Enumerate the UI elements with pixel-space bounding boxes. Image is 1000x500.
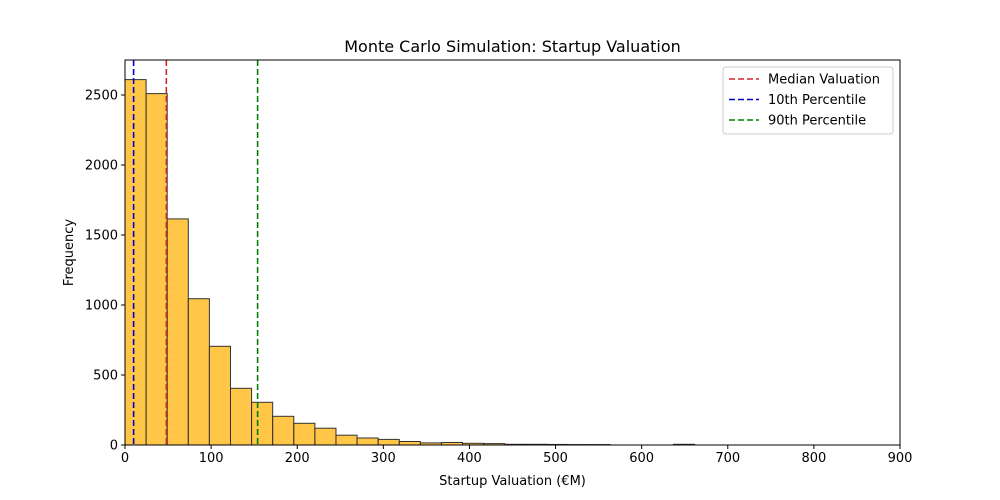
- histogram-bar: [398, 441, 421, 446]
- x-tick-label: 800: [801, 451, 826, 466]
- x-axis-ticks: 0 100 200 300 400 500 600 700 800 900: [121, 445, 913, 466]
- histogram-bar: [335, 434, 358, 446]
- legend-label-2: 10th Percentile: [768, 93, 866, 108]
- x-tick-label: 300: [371, 451, 396, 466]
- histogram-bar: [208, 345, 231, 446]
- y-tick-label: 1000: [85, 299, 118, 314]
- y-tick-label: 500: [93, 369, 118, 384]
- legend: Median Valuation 10th Percentile 90th Perc…: [722, 66, 894, 135]
- x-tick-label: 0: [121, 451, 129, 466]
- histogram-bar: [377, 438, 400, 446]
- histogram-bar: [293, 422, 316, 446]
- y-tick-label: 2000: [85, 159, 118, 174]
- x-tick-label: 100: [199, 451, 224, 466]
- y-axis-label: Frequency: [62, 219, 77, 286]
- legend-box: [722, 66, 894, 135]
- x-tick-label: 600: [629, 451, 654, 466]
- histogram-bar: [124, 79, 147, 446]
- histogram-bar: [356, 437, 379, 446]
- y-tick-label: 0: [110, 439, 118, 454]
- legend-label-1: Median Valuation: [768, 73, 880, 88]
- x-tick-label: 900: [888, 451, 913, 466]
- x-tick-label: 200: [285, 451, 310, 466]
- x-tick-label: 500: [543, 451, 568, 466]
- x-tick-label: 400: [457, 451, 482, 466]
- x-axis-label: Startup Valuation (€M): [439, 474, 586, 489]
- histogram-bar: [166, 218, 189, 446]
- reference-lines-layer: [132, 60, 259, 445]
- y-tick-label: 2500: [85, 89, 118, 104]
- y-axis-ticks: 0 500 1000 1500 2000 2500: [85, 89, 125, 454]
- bars-layer: [124, 79, 696, 446]
- y-tick-label: 1500: [85, 229, 118, 244]
- chart-title: Monte Carlo Simulation: Startup Valuatio…: [344, 37, 681, 56]
- histogram-bar: [314, 427, 337, 446]
- histogram-bar: [187, 298, 210, 446]
- histogram-bar: [145, 93, 168, 446]
- histogram-bar: [272, 415, 295, 446]
- x-tick-label: 700: [715, 451, 740, 466]
- plot-frame: [124, 59, 901, 446]
- histogram-bar: [229, 387, 253, 446]
- histogram-bar: [251, 401, 274, 446]
- legend-label-3: 90th Percentile: [768, 114, 866, 129]
